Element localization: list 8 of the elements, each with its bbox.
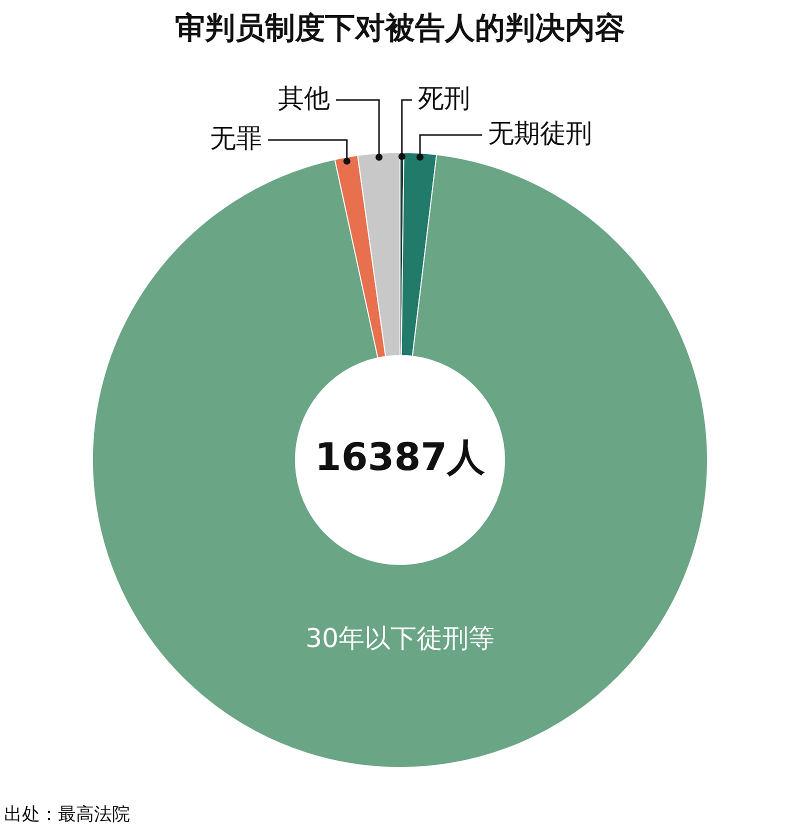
chart-title: 审判员制度下对被告人的判决内容 (174, 10, 626, 48)
slice-label: 30年以下徒刑等 (305, 624, 495, 654)
slice-label: 无罪 (210, 124, 262, 154)
slice-label: 死刑 (418, 84, 470, 114)
text: 16387人 (314, 434, 486, 479)
slice-label: 其他 (278, 84, 330, 114)
text: 出处：最高法院 (4, 803, 130, 826)
slice-label: 无期徒刑 (488, 118, 592, 149)
